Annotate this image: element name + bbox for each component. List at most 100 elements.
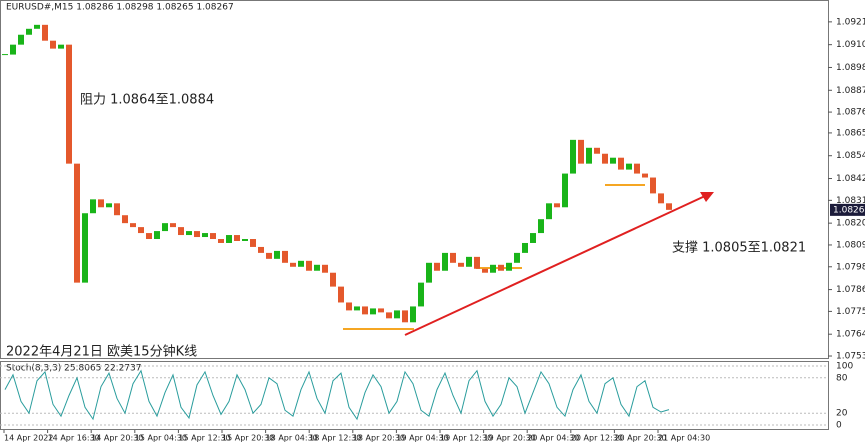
y-tick-label: 1.08315: [836, 196, 865, 206]
candle: [50, 40, 56, 49]
arrow-head: [700, 192, 714, 202]
candle: [458, 262, 464, 267]
candle: [618, 157, 624, 170]
candle: [154, 231, 160, 240]
x-tick-label: 14 Apr 20:30: [91, 434, 143, 443]
candle: [226, 235, 232, 243]
candle: [642, 173, 648, 178]
stoch-panel: [0, 361, 829, 430]
candle: [66, 44, 72, 164]
candle: [306, 260, 312, 271]
candle: [426, 262, 432, 283]
candle: [354, 306, 360, 311]
x-tick-label: 14 Apr 16:30: [48, 434, 100, 443]
candle: [170, 223, 176, 228]
candle: [362, 306, 368, 315]
candle: [138, 227, 144, 234]
y-tick-label: 1.08090: [836, 240, 865, 250]
candle: [42, 24, 48, 41]
candle: [26, 28, 32, 35]
candle: [562, 173, 568, 208]
y-tick-label: 1.07865: [836, 285, 865, 295]
candle: [626, 163, 632, 170]
candle: [602, 153, 608, 164]
last-price-label: 1.08267: [833, 205, 865, 215]
candle: [218, 239, 224, 243]
candle: [498, 264, 504, 271]
candle: [314, 264, 320, 271]
y-tick-label: 1.08540: [836, 151, 865, 161]
candle: [370, 308, 376, 315]
candle: [194, 231, 200, 238]
last-price-box: [830, 203, 865, 216]
candle: [98, 199, 104, 208]
x-tick-label: 20 Apr 20:30: [614, 434, 666, 443]
x-tick-label: 15 Apr 04:30: [135, 434, 187, 443]
candle: [554, 203, 560, 208]
candle: [586, 147, 592, 164]
stoch-tick-label: 100: [836, 362, 853, 372]
x-tick-label: 18 Apr 12:30: [309, 434, 361, 443]
y-tick-label: 1.08200: [836, 219, 865, 229]
candle: [378, 308, 384, 313]
candle: [338, 286, 344, 303]
candle: [202, 233, 208, 238]
y-tick-label: 1.07530: [836, 352, 865, 362]
candle: [410, 306, 416, 323]
candle: [546, 203, 552, 220]
candle: [258, 246, 264, 253]
stoch-line: [4, 369, 670, 421]
x-tick-label: 21 Apr 04:30: [658, 434, 710, 443]
candle: [386, 312, 392, 319]
y-tick-label: 1.07640: [836, 330, 865, 340]
x-tick-label: 19 Apr 04:30: [396, 434, 448, 443]
candle: [658, 193, 664, 204]
x-tick-label: 19 Apr 12:30: [440, 434, 492, 443]
y-tick-label: 1.09100: [836, 40, 865, 50]
x-tick-label: 18 Apr 20:30: [353, 434, 405, 443]
candle: [450, 252, 456, 263]
candle: [74, 163, 80, 283]
candle: [18, 34, 24, 45]
candle: [530, 233, 536, 243]
candle: [34, 24, 40, 29]
y-tick-label: 1.09215: [836, 17, 865, 27]
y-tick-label: 1.07755: [836, 307, 865, 317]
main-panel: [0, 0, 829, 359]
x-tick-label: 20 Apr 04:30: [527, 434, 579, 443]
x-tick-label: 14 Apr 2022: [4, 434, 53, 443]
candle: [274, 250, 280, 259]
y-tick-label: 1.08425: [836, 174, 865, 184]
candle: [282, 250, 288, 263]
candle: [242, 239, 248, 241]
candle: [474, 256, 480, 269]
candle: [506, 262, 512, 271]
y-tick-label: 1.08985: [836, 63, 865, 73]
candle: [578, 139, 584, 164]
x-tick-label: 20 Apr 12:30: [571, 434, 623, 443]
candle: [402, 310, 408, 323]
stoch-tick-label: 20: [836, 409, 848, 419]
candle: [538, 219, 544, 234]
candle: [666, 203, 672, 210]
candle: [82, 213, 88, 283]
y-tick-label: 1.08870: [836, 86, 865, 96]
caption: 2022年4月21日 欧美15分钟K线: [6, 344, 197, 360]
candle: [250, 239, 256, 247]
candle: [418, 282, 424, 307]
candle: [298, 260, 304, 267]
y-tick-label: 1.08655: [836, 128, 865, 138]
candle: [10, 44, 16, 55]
y-tick-label: 1.07980: [836, 262, 865, 272]
candle: [490, 264, 496, 273]
candle: [610, 157, 616, 164]
candle: [634, 163, 640, 174]
candle: [514, 252, 520, 263]
candle: [186, 231, 192, 236]
candle: [146, 233, 152, 240]
x-tick-label: 18 Apr 04:30: [266, 434, 318, 443]
candle: [346, 302, 352, 311]
candle: [482, 268, 488, 273]
